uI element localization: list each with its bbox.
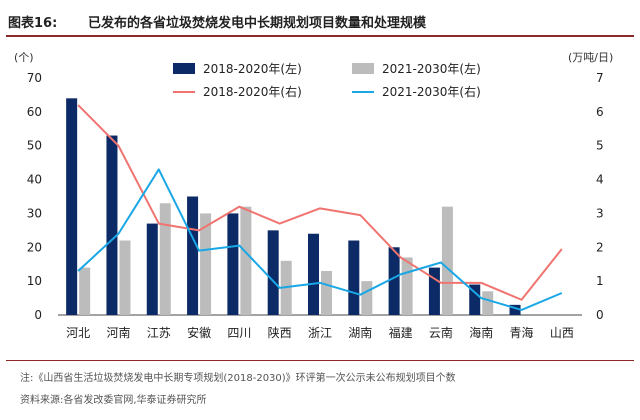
legend-label: 2018-2020年(右)	[203, 84, 302, 99]
bar	[227, 213, 239, 315]
bar	[361, 281, 373, 315]
category-label: 河南	[106, 325, 130, 340]
right-tick-label: 5	[596, 139, 604, 153]
bar	[441, 206, 453, 315]
series-line	[77, 104, 563, 301]
title-divider	[6, 35, 634, 37]
bar	[119, 240, 131, 315]
category-label: 湖南	[348, 325, 372, 340]
right-tick-label: 0	[596, 308, 604, 322]
right-axis-unit: (万吨/日)	[568, 51, 613, 64]
bar	[240, 206, 252, 315]
category-label: 江苏	[147, 326, 171, 340]
left-tick-label: 50	[27, 139, 42, 153]
category-label: 安徽	[187, 325, 211, 340]
right-tick-label: 3	[596, 206, 604, 220]
series-line	[77, 168, 563, 311]
category-label: 陕西	[268, 325, 292, 340]
chart-header: 图表16: 已发布的各省垃圾焚烧发电中长期规划项目数量和处理规模	[0, 0, 640, 40]
bar	[321, 270, 332, 315]
category-label: 河北	[66, 326, 90, 340]
combo-chart: (个) (万吨/日) 0 10 20 30 40 50 60 70 0 1 2 3 4 5 6 7 河北 河南 江…	[14, 51, 613, 340]
bar	[106, 135, 118, 315]
category-label: 浙江	[308, 326, 332, 340]
right-tick-label: 4	[596, 173, 604, 187]
lines-layer	[77, 104, 563, 311]
left-axis-unit: (个)	[14, 51, 34, 64]
category-label: 四川	[227, 326, 251, 340]
bar	[348, 240, 360, 315]
legend-swatch	[352, 63, 374, 74]
category-label: 云南	[429, 325, 453, 340]
bar	[469, 284, 481, 315]
category-label: 山西	[550, 326, 574, 340]
bar	[159, 203, 171, 315]
legend-label: 2018-2020年(左)	[203, 61, 302, 76]
footnote: 注:《山西省生活垃圾焚烧发电中长期专项规划(2018-2030)》环评第一次公示…	[20, 373, 456, 384]
left-tick-label: 70	[27, 71, 42, 85]
bar	[200, 213, 212, 315]
bar	[428, 267, 440, 315]
left-tick-label: 40	[27, 173, 42, 187]
bar	[267, 230, 279, 315]
axis-ticks: 0 10 20 30 40 50 60 70 0 1 2 3 4 5 6 7	[27, 71, 604, 322]
legend-swatch	[173, 63, 195, 74]
bar	[146, 223, 158, 315]
legend: 2018-2020年(左) 2021-2030年(左) 2018-2020年(右) 2…	[173, 61, 481, 99]
legend-label: 2021-2030年(右)	[382, 84, 481, 99]
category-label: 海南	[469, 325, 493, 340]
left-tick-label: 60	[27, 105, 42, 119]
category-labels: 河北 河南 江苏 安徽 四川 陕西 浙江 湖南 福建 云南 海南 青海 山西	[66, 325, 574, 340]
bar	[482, 291, 494, 315]
legend-label: 2021-2030年(左)	[382, 61, 481, 76]
figure-number: 图表16:	[8, 16, 58, 31]
bar	[388, 247, 400, 315]
footer-divider	[6, 360, 634, 361]
bar	[187, 196, 199, 315]
right-tick-label: 6	[596, 105, 604, 119]
left-tick-label: 30	[27, 206, 42, 220]
right-tick-label: 1	[596, 274, 604, 288]
bar	[66, 98, 78, 315]
left-tick-label: 0	[34, 308, 42, 322]
left-tick-label: 20	[27, 240, 42, 254]
left-tick-label: 10	[27, 274, 42, 288]
bar	[308, 233, 319, 315]
bar	[79, 267, 91, 315]
chart-title: 已发布的各省垃圾焚烧发电中长期规划项目数量和处理规模	[88, 16, 427, 31]
bar	[509, 304, 521, 315]
right-tick-label: 2	[596, 240, 604, 254]
bar	[401, 257, 413, 315]
data-source: 资料来源:各省发改委官网,华泰证券研究所	[20, 395, 207, 406]
category-label: 青海	[510, 325, 534, 340]
right-tick-label: 7	[596, 71, 604, 85]
category-label: 福建	[389, 325, 413, 340]
